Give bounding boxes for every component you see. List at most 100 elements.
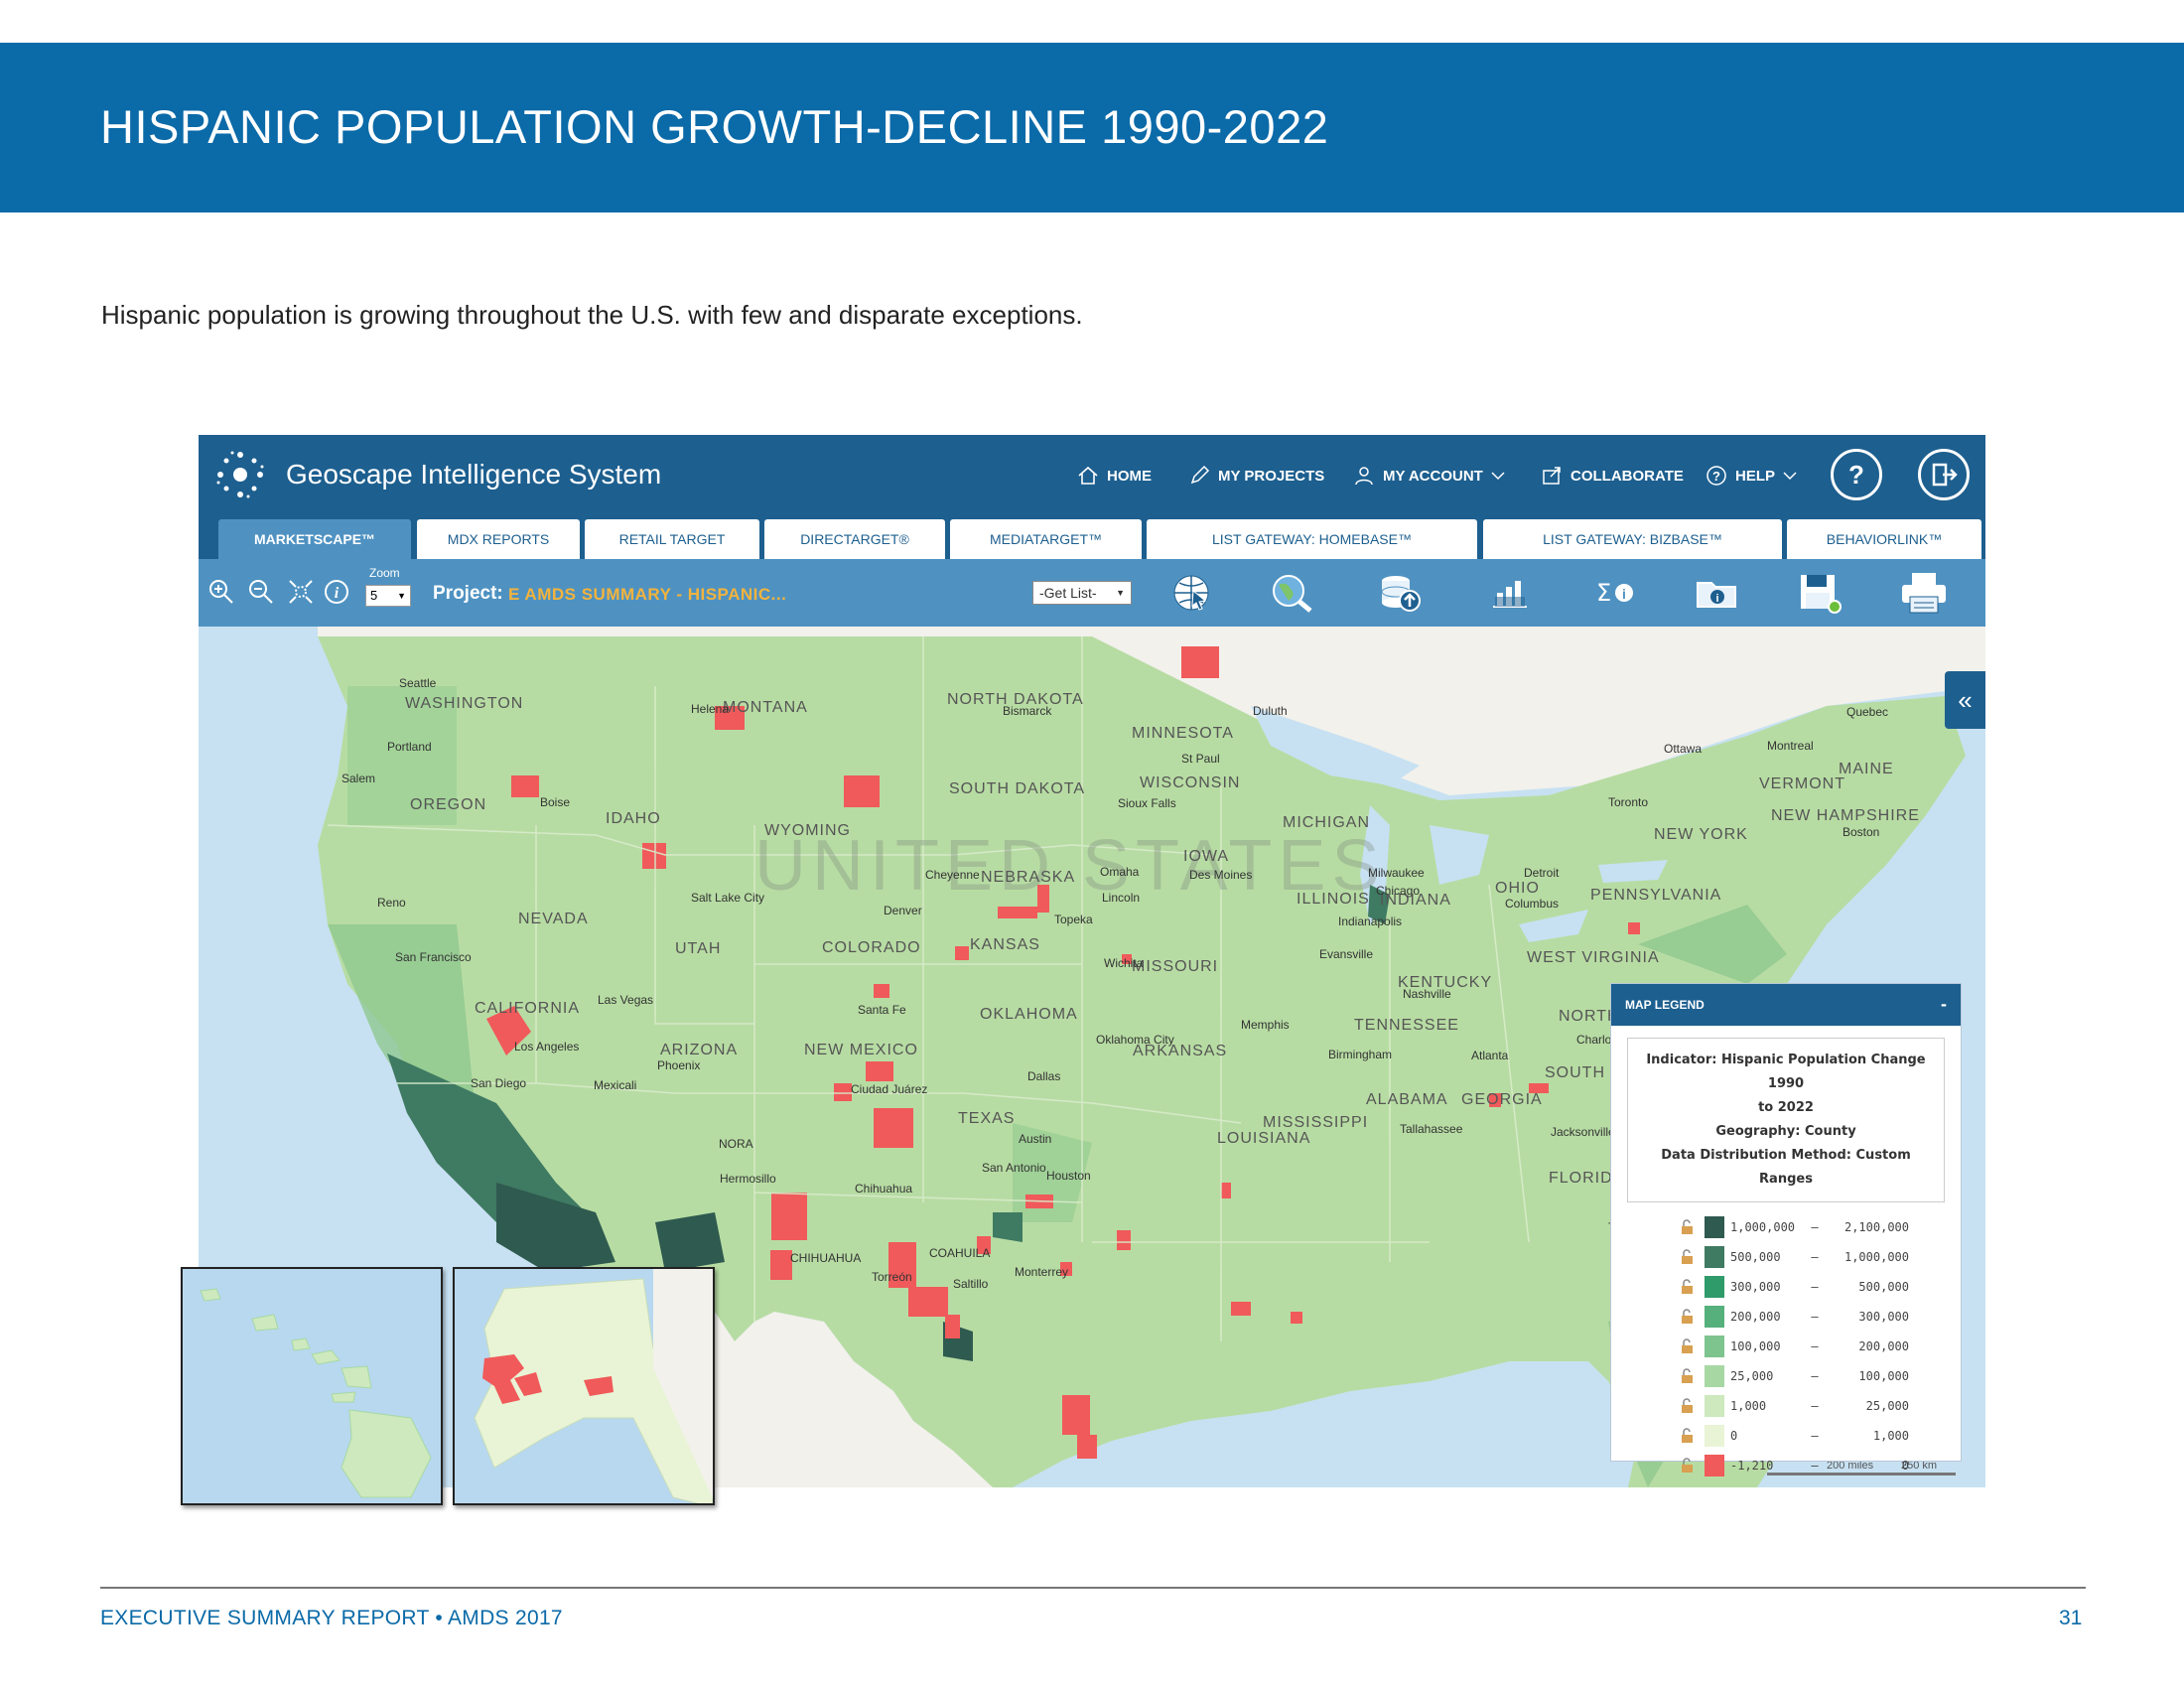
city-label: Reno [377, 896, 406, 910]
unlock-icon[interactable] [1681, 1398, 1695, 1414]
full-extent-icon[interactable] [286, 577, 316, 607]
save-icon[interactable] [1797, 571, 1844, 615]
unlock-icon[interactable] [1681, 1219, 1695, 1235]
state-label: WASHINGTON [405, 695, 523, 712]
nav-help[interactable]: ? HELP [1706, 465, 1797, 487]
canada-land [318, 627, 1985, 795]
united-states-land [318, 636, 1966, 1487]
city-label: Columbus [1505, 897, 1559, 911]
legend-range-dash: — [1811, 1369, 1819, 1383]
nav-my-projects[interactable]: MY PROJECTS [1188, 465, 1324, 487]
legend-description: Indicator: Hispanic Population Change 19… [1627, 1038, 1945, 1202]
legend-range-low: 300,000 [1730, 1280, 1781, 1294]
project-name[interactable]: E AMDS SUMMARY - HISPANIC... [508, 585, 787, 604]
legend-geography: Geography: County [1715, 1124, 1856, 1139]
tab-directarget[interactable]: DIRECTARGET® [764, 519, 945, 559]
nav-collaborate-label: COLLABORATE [1570, 467, 1684, 485]
state-label: FLORIDA [1549, 1170, 1624, 1187]
hawaii-inset-map[interactable] [181, 1267, 443, 1505]
state-label: IOWA [1183, 848, 1229, 865]
unlock-icon[interactable] [1681, 1279, 1695, 1295]
legend-range-dash: — [1811, 1220, 1819, 1234]
chevron-down-icon [1783, 472, 1797, 481]
city-label: Chicago [1376, 884, 1420, 898]
zoom-out-icon[interactable] [246, 577, 276, 607]
zoom-select[interactable]: 5 ▼ [365, 585, 411, 607]
unlock-icon[interactable] [1681, 1338, 1695, 1354]
database-upload-icon[interactable] [1376, 571, 1424, 615]
alaska-inset-map[interactable] [453, 1267, 715, 1505]
country-watermark: UNITED STATES [754, 826, 1385, 906]
legend-indicator-line1: Indicator: Hispanic Population Change 19… [1646, 1053, 1926, 1091]
legend-range-dash: — [1811, 1280, 1819, 1294]
share-icon [1543, 467, 1561, 485]
page-number: 31 [2059, 1607, 2083, 1629]
state-label: MONTANA [723, 699, 808, 716]
get-list-select[interactable]: -Get List- ▼ [1032, 581, 1132, 605]
get-list-value: -Get List- [1039, 585, 1097, 601]
tab-mediatarget[interactable]: MEDIATARGET™ [950, 519, 1142, 559]
legend-header: MAP LEGEND - [1611, 984, 1961, 1026]
nav-collaborate[interactable]: COLLABORATE [1541, 465, 1684, 487]
nav-my-account-label: MY ACCOUNT [1383, 467, 1483, 485]
city-label: Charlo [1576, 1033, 1612, 1047]
select-globe-icon[interactable] [1169, 571, 1217, 615]
unlock-icon[interactable] [1681, 1309, 1695, 1325]
legend-range-low: 200,000 [1730, 1310, 1781, 1324]
home-icon [1078, 466, 1098, 485]
legend-minimize-button[interactable]: - [1941, 994, 1947, 1014]
footer-rule [100, 1587, 2086, 1589]
globe-search-icon[interactable] [1269, 571, 1316, 615]
lake-huron [1430, 825, 1489, 885]
legend-swatch [1705, 1216, 1724, 1238]
city-label: Santa Fe [858, 1003, 906, 1017]
tab-marketscape[interactable]: MARKETSCAPE™ [218, 519, 411, 559]
legend-range-high: 200,000 [1858, 1339, 1909, 1353]
state-label: SOUTH DAKOTA [949, 780, 1085, 797]
unlock-icon[interactable] [1681, 1249, 1695, 1265]
state-label: UTAH [675, 940, 721, 957]
state-label: PENNSYLVANIA [1590, 887, 1721, 904]
unlock-icon[interactable] [1681, 1458, 1695, 1474]
info-icon[interactable]: i [322, 577, 351, 607]
city-label: Jacksonville [1551, 1125, 1615, 1139]
state-label: OKLAHOMA [980, 1006, 1078, 1023]
city-label: Cheyenne [925, 868, 980, 882]
city-label: Birmingham [1328, 1048, 1392, 1061]
legend-swatch [1705, 1425, 1724, 1447]
unlock-icon[interactable] [1681, 1368, 1695, 1384]
expand-panel-button[interactable]: « [1945, 671, 1985, 729]
printer-icon[interactable] [1900, 571, 1948, 615]
unlock-icon[interactable] [1681, 1428, 1695, 1444]
zoom-in-icon[interactable] [206, 577, 236, 607]
city-label: Houston [1046, 1169, 1091, 1183]
folder-info-icon[interactable]: i [1694, 571, 1741, 615]
app-header: Geoscape Intelligence System HOME MY PRO… [199, 435, 1985, 515]
city-label: Los Angeles [514, 1040, 579, 1054]
city-label: Des Moines [1189, 868, 1252, 882]
legend-range-high: 300,000 [1858, 1310, 1909, 1324]
tab-mdx-reports[interactable]: MDX REPORTS [417, 519, 580, 559]
state-label: NEBRASKA [981, 869, 1075, 886]
legend-rows: 1,000,000 — 2,100,000 500,000 — 1,000,000 300,… [1681, 1212, 1961, 1480]
help-bubble-button[interactable]: ? [1831, 449, 1882, 500]
nav-home[interactable]: HOME [1077, 465, 1152, 487]
legend-range-low: 500,000 [1730, 1250, 1781, 1264]
zoom-label: Zoom [369, 566, 400, 580]
tab-list-gateway-bizbase[interactable]: LIST GATEWAY: BIZBASE™ [1483, 519, 1782, 559]
state-label: NORTH [1559, 1008, 1620, 1025]
city-label: Quebec [1846, 705, 1888, 719]
legend-swatch [1705, 1455, 1724, 1477]
tab-list-gateway-homebase[interactable]: LIST GATEWAY: HOMEBASE™ [1147, 519, 1477, 559]
scale-miles: 200 miles [1827, 1460, 1874, 1472]
logout-button[interactable] [1918, 449, 1970, 500]
tab-behaviorlink[interactable]: BEHAVIORLINK™ [1787, 519, 1981, 559]
chart-icon[interactable] [1487, 571, 1535, 615]
city-label: Topeka [1054, 913, 1093, 926]
city-label: Detroit [1524, 866, 1560, 880]
tab-retail-target[interactable]: RETAIL TARGET [585, 519, 759, 559]
legend-range-high: 500,000 [1858, 1280, 1909, 1294]
state-label: WYOMING [764, 822, 851, 839]
nav-my-account[interactable]: MY ACCOUNT [1353, 465, 1505, 487]
